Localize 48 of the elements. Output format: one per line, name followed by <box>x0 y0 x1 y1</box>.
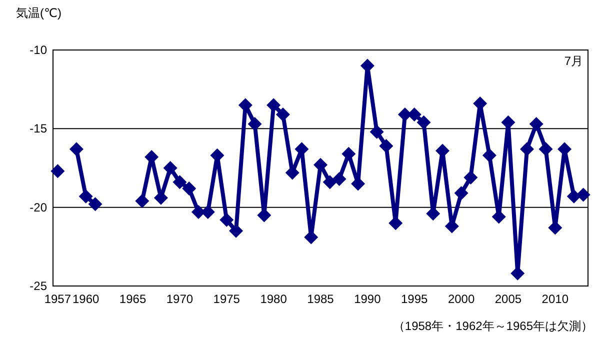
point <box>379 138 394 153</box>
point <box>78 189 93 204</box>
point <box>322 175 337 190</box>
point <box>276 108 290 122</box>
x-tick-label: 1990 <box>354 292 382 306</box>
point <box>172 175 187 190</box>
point <box>332 172 346 186</box>
point <box>426 206 440 221</box>
point <box>182 181 196 196</box>
point <box>50 164 65 178</box>
x-tick-label: 1980 <box>260 292 288 306</box>
point <box>482 148 496 162</box>
x-tick-label: 1960 <box>72 292 100 306</box>
point <box>566 189 581 204</box>
y-tick-label: -10 <box>30 43 48 57</box>
x-tick-label: 1975 <box>213 292 240 306</box>
x-tick-label: 2010 <box>542 292 569 306</box>
text: （1958年・1962年～1965年は欠測） <box>392 319 593 333</box>
annotation: 7月 <box>564 54 583 68</box>
point <box>454 186 468 200</box>
point <box>135 194 150 208</box>
point <box>342 146 356 161</box>
point <box>88 197 102 212</box>
y-tick-label: -15 <box>30 122 48 136</box>
point <box>576 188 590 202</box>
point <box>520 142 534 156</box>
x-tick-label: 2005 <box>494 292 522 306</box>
point <box>370 124 384 139</box>
point <box>248 116 262 131</box>
point <box>529 116 544 131</box>
x-tick-label: 1985 <box>307 292 334 306</box>
y-tick-label: -20 <box>30 200 48 214</box>
x-tick-label: 1957 <box>44 292 72 306</box>
x-tick-label: 1995 <box>401 292 428 306</box>
x-tick-label: 1965 <box>119 292 146 306</box>
point <box>163 161 178 175</box>
point <box>416 115 431 130</box>
point <box>464 170 478 184</box>
point <box>266 98 281 112</box>
x-tick-label: 1970 <box>166 292 194 306</box>
point <box>220 212 234 227</box>
point <box>501 115 516 130</box>
point <box>69 142 84 156</box>
y-tick-label: -25 <box>30 279 48 293</box>
x-tick-label: 2000 <box>448 292 475 306</box>
y-axis-title: 気温(℃) <box>16 6 62 20</box>
point <box>229 224 244 238</box>
point <box>538 142 553 156</box>
